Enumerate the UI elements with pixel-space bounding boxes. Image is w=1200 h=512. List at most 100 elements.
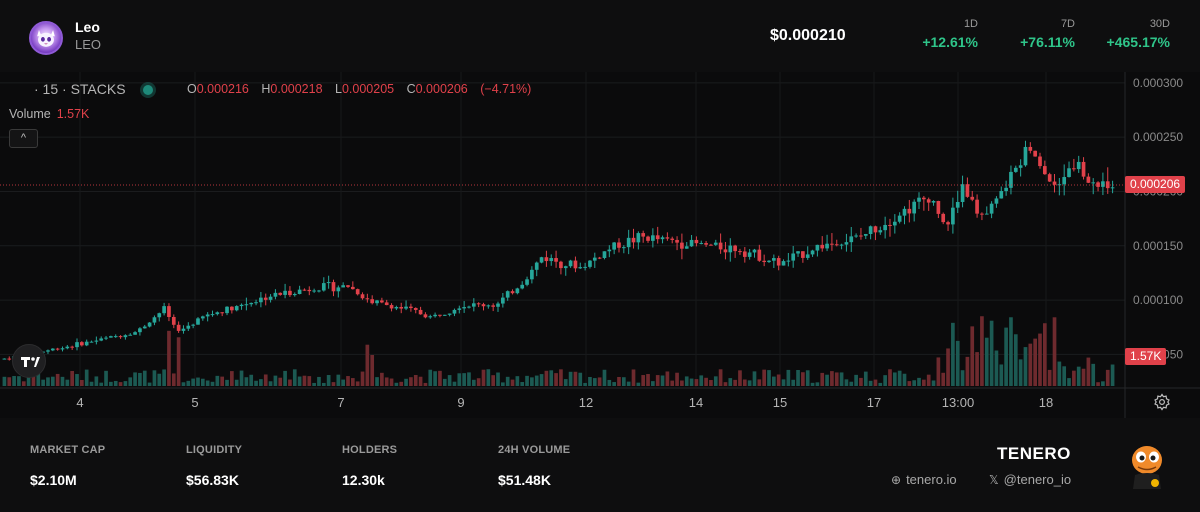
change-label: 7D [1060, 18, 1075, 30]
token-name: Leo [75, 19, 100, 35]
collapse-legend-button[interactable]: ^ [9, 129, 38, 148]
volume-bar [433, 371, 437, 386]
tradingview-logo-button[interactable] [12, 344, 46, 378]
volume-bar [989, 320, 994, 386]
candle-body [471, 303, 476, 307]
volume-bar [767, 370, 771, 386]
candle-body [142, 326, 147, 329]
volume-bar [380, 372, 384, 386]
volume-bar [1101, 381, 1105, 386]
volume-bar [384, 377, 389, 386]
candle-body [384, 302, 389, 306]
candle-body [525, 279, 529, 285]
candle-body [1101, 181, 1105, 187]
candle-body [104, 337, 108, 339]
candle-body [583, 266, 587, 268]
x-tick-label: 12 [579, 395, 593, 410]
candle-body [530, 269, 534, 280]
token-logo [29, 21, 63, 55]
volume-bar [1038, 333, 1042, 386]
candle-body [481, 304, 486, 307]
volume-bar [1052, 317, 1057, 386]
volume-bar [254, 380, 258, 386]
volume-bar [147, 382, 152, 386]
volume-bar [268, 381, 273, 386]
x-icon: 𝕏 [989, 473, 999, 487]
candle-body [476, 303, 481, 305]
volume-bar [757, 379, 762, 386]
globe-icon: ⊕ [891, 473, 902, 487]
gear-icon[interactable] [1153, 393, 1171, 411]
candle-body [399, 306, 404, 309]
tenero-mascot-icon [1132, 446, 1162, 489]
candle-body [75, 342, 79, 348]
volume-bar [1028, 343, 1033, 386]
volume-bar [520, 382, 525, 386]
candle-body [191, 324, 195, 326]
volume-bar [781, 379, 786, 386]
candle-body [167, 306, 171, 317]
candle-body [738, 251, 742, 253]
x-tick-label: 17 [867, 395, 881, 410]
x-tick-label: 13:00 [942, 395, 975, 410]
price-chart[interactable]: 0.0003000.0002500.0002000.0001500.000100… [0, 72, 1200, 418]
volume-bar [704, 377, 708, 386]
stat-label: LIQUIDITY [186, 444, 243, 456]
candle-body [549, 258, 554, 262]
candle-body [486, 305, 491, 307]
candle-body [980, 213, 984, 215]
candle-body [501, 297, 505, 304]
volume-bar [670, 380, 675, 386]
tradingview-logo-icon [21, 357, 40, 367]
candle-body [675, 239, 679, 243]
candle-body [505, 291, 510, 298]
candle-body [210, 314, 215, 316]
candle-change: (−4.71%) [480, 82, 532, 96]
candle-body [413, 308, 418, 310]
candle-body [767, 260, 771, 263]
candle-body [321, 283, 326, 291]
volume-bar [568, 371, 573, 386]
candle-body [1067, 168, 1071, 178]
volume-bar [859, 377, 863, 386]
change-30d: 30D +465.17% [1080, 18, 1170, 50]
candle-body [346, 285, 350, 287]
volume-bar [326, 375, 331, 386]
volume-bar [709, 380, 713, 386]
website-link[interactable]: ⊕ tenero.io [891, 472, 957, 487]
candle-body [442, 314, 447, 316]
candle-body [239, 304, 244, 307]
volume-bar [205, 380, 210, 386]
stat-label: 24H VOLUME [498, 444, 571, 456]
candle-body [215, 312, 220, 315]
stat-liquidity: LIQUIDITY $56.83K [186, 444, 242, 488]
candle-body [467, 306, 471, 308]
volume-bar [631, 369, 636, 386]
candle-body [723, 249, 728, 253]
website-link-text: tenero.io [906, 472, 957, 487]
volume-bar [665, 371, 670, 386]
candle-body [733, 245, 737, 252]
candle-body [617, 242, 621, 248]
volume-bar [113, 380, 118, 386]
candle-body [355, 289, 360, 295]
volume-bar [617, 376, 621, 386]
volume-bar [849, 381, 854, 386]
candle-body [259, 297, 263, 303]
volume-bar [1004, 327, 1008, 386]
candle-body [747, 252, 752, 257]
volume-bar [336, 374, 341, 386]
candle-body [1038, 156, 1042, 167]
candle-body [263, 297, 268, 300]
candle-body [757, 249, 762, 261]
volume-bar [200, 378, 205, 386]
leo-cat-logo-icon [37, 30, 55, 47]
x-profile-link[interactable]: 𝕏 @tenero_io [989, 472, 1071, 487]
candle-body [307, 289, 312, 292]
volume-bar [994, 350, 999, 386]
volume-bar [491, 375, 496, 386]
candle-body [728, 245, 733, 253]
candlestick-chart-svg[interactable]: 0.0003000.0002500.0002000.0001500.000100… [0, 72, 1200, 418]
candle-body [365, 298, 370, 300]
volume-bar [346, 376, 350, 386]
